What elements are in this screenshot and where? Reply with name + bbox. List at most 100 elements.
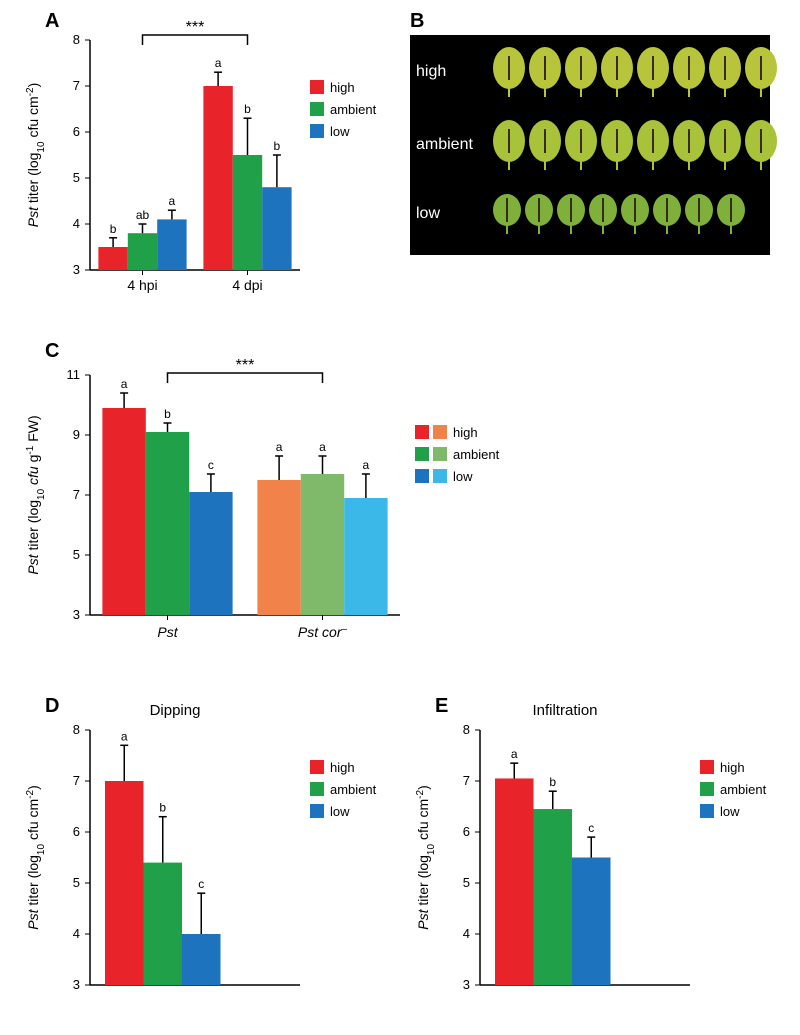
leaf-icon [527, 43, 563, 101]
svg-text:3: 3 [73, 977, 80, 992]
leaf-row-high: high [416, 43, 779, 101]
svg-text:c: c [198, 877, 204, 891]
panel-d-chart: Dipping345678Pst titer (log10 cfu cm-2)a… [20, 695, 400, 1015]
leaf-icon [707, 116, 743, 174]
svg-text:7: 7 [463, 773, 470, 788]
svg-text:4: 4 [463, 926, 470, 941]
panel-e: E Infiltration345678Pst titer (log10 cfu… [410, 695, 790, 1015]
leaf-icon [563, 43, 599, 101]
panel-a-label: A [45, 10, 59, 33]
svg-text:low: low [330, 804, 350, 819]
svg-text:low: low [720, 804, 740, 819]
leaf-icon [523, 190, 555, 238]
svg-text:5: 5 [463, 875, 470, 890]
svg-text:7: 7 [73, 487, 80, 502]
leaf-row-label: ambient [416, 136, 491, 154]
svg-text:ambient: ambient [720, 782, 767, 797]
leaf-icon [587, 190, 619, 238]
svg-text:b: b [164, 407, 171, 421]
svg-text:a: a [169, 194, 176, 208]
leaf-icon [671, 43, 707, 101]
panel-c-label: C [45, 340, 59, 363]
svg-text:3: 3 [73, 607, 80, 622]
svg-text:11: 11 [67, 367, 81, 382]
svg-text:4 dpi: 4 dpi [232, 277, 262, 293]
leaf-icon [715, 190, 747, 238]
svg-text:Infiltration: Infiltration [532, 702, 597, 719]
leaf-icon [743, 43, 779, 101]
svg-text:9: 9 [73, 427, 80, 442]
svg-text:c: c [588, 821, 594, 835]
svg-text:low: low [453, 469, 473, 484]
leaf-icon [707, 43, 743, 101]
panel-b: B high [410, 10, 780, 270]
svg-text:8: 8 [73, 722, 80, 737]
panel-c: C 3 5 7 9 11 Pst titer (log10 cfu g-1 FW) Pst a… [20, 340, 540, 660]
panel-b-label: B [410, 10, 424, 33]
svg-text:Pst cor–: Pst cor– [298, 624, 348, 641]
leaf-icon [651, 190, 683, 238]
svg-text:Dipping: Dipping [150, 702, 201, 719]
svg-text:high: high [330, 760, 355, 775]
panel-d-label: D [45, 695, 59, 718]
leaf-icon [635, 116, 671, 174]
svg-text:b: b [549, 775, 556, 789]
svg-text:ambient: ambient [330, 782, 377, 797]
svg-text:3: 3 [73, 262, 80, 277]
svg-text:5: 5 [73, 547, 80, 562]
svg-text:a: a [511, 747, 518, 761]
panel-e-chart: Infiltration345678Pst titer (log10 cfu c… [410, 695, 790, 1015]
svg-text:b: b [110, 222, 117, 236]
svg-text:high: high [330, 80, 355, 95]
svg-text:a: a [121, 729, 128, 743]
leaf-icon [491, 116, 527, 174]
svg-text:a: a [276, 440, 283, 454]
svg-text:a: a [363, 458, 370, 472]
svg-text:ab: ab [136, 208, 150, 222]
svg-text:Pst titer (log10 cfu g-1 FW): Pst titer (log10 cfu g-1 FW) [25, 415, 47, 574]
panel-c-chart: 3 5 7 9 11 Pst titer (log10 cfu g-1 FW) Pst a b c… [20, 340, 540, 660]
svg-text:3: 3 [463, 977, 470, 992]
leaf-icon [635, 43, 671, 101]
svg-text:ambient: ambient [453, 447, 500, 462]
leaf-icon [491, 43, 527, 101]
svg-text:ambient: ambient [330, 102, 377, 117]
leaf-image: high [410, 35, 770, 255]
leaf-icon [555, 190, 587, 238]
svg-text:7: 7 [73, 78, 80, 93]
svg-text:6: 6 [463, 824, 470, 839]
svg-text:Pst titer (log10 cfu cm-2): Pst titer (log10 cfu cm-2) [25, 785, 47, 930]
svg-text:4: 4 [73, 926, 80, 941]
svg-text:Pst titer (log10 cfu cm-2): Pst titer (log10 cfu cm-2) [25, 83, 47, 228]
leaf-icon [683, 190, 715, 238]
panel-a: A 345678Pst titer (log10 cfu cm-2)4 hpib… [20, 10, 400, 310]
leaf-icon [619, 190, 651, 238]
svg-text:6: 6 [73, 124, 80, 139]
svg-text:Pst: Pst [157, 624, 178, 640]
svg-text:a: a [121, 377, 128, 391]
svg-text:***: *** [186, 19, 205, 36]
svg-text:6: 6 [73, 824, 80, 839]
leaf-row-low: low [416, 190, 747, 238]
svg-text:high: high [720, 760, 745, 775]
svg-text:a: a [215, 56, 222, 70]
leaf-icon [599, 116, 635, 174]
svg-text:c: c [208, 458, 214, 472]
leaf-icon [491, 190, 523, 238]
leaf-icon [671, 116, 707, 174]
svg-text:b: b [274, 139, 281, 153]
leaf-row-label: low [416, 205, 491, 223]
leaf-icon [527, 116, 563, 174]
svg-text:4 hpi: 4 hpi [127, 277, 157, 293]
svg-text:low: low [330, 124, 350, 139]
leaf-row-ambient: ambient [416, 116, 779, 174]
leaf-icon [563, 116, 599, 174]
svg-text:5: 5 [73, 170, 80, 185]
leaf-row-label: high [416, 63, 491, 81]
svg-text:***: *** [236, 357, 255, 374]
svg-text:a: a [319, 440, 326, 454]
svg-text:5: 5 [73, 875, 80, 890]
panel-d: D Dipping345678Pst titer (log10 cfu cm-2… [20, 695, 400, 1015]
svg-text:4: 4 [73, 216, 80, 231]
panel-a-chart: 345678Pst titer (log10 cfu cm-2)4 hpibab… [20, 10, 400, 310]
